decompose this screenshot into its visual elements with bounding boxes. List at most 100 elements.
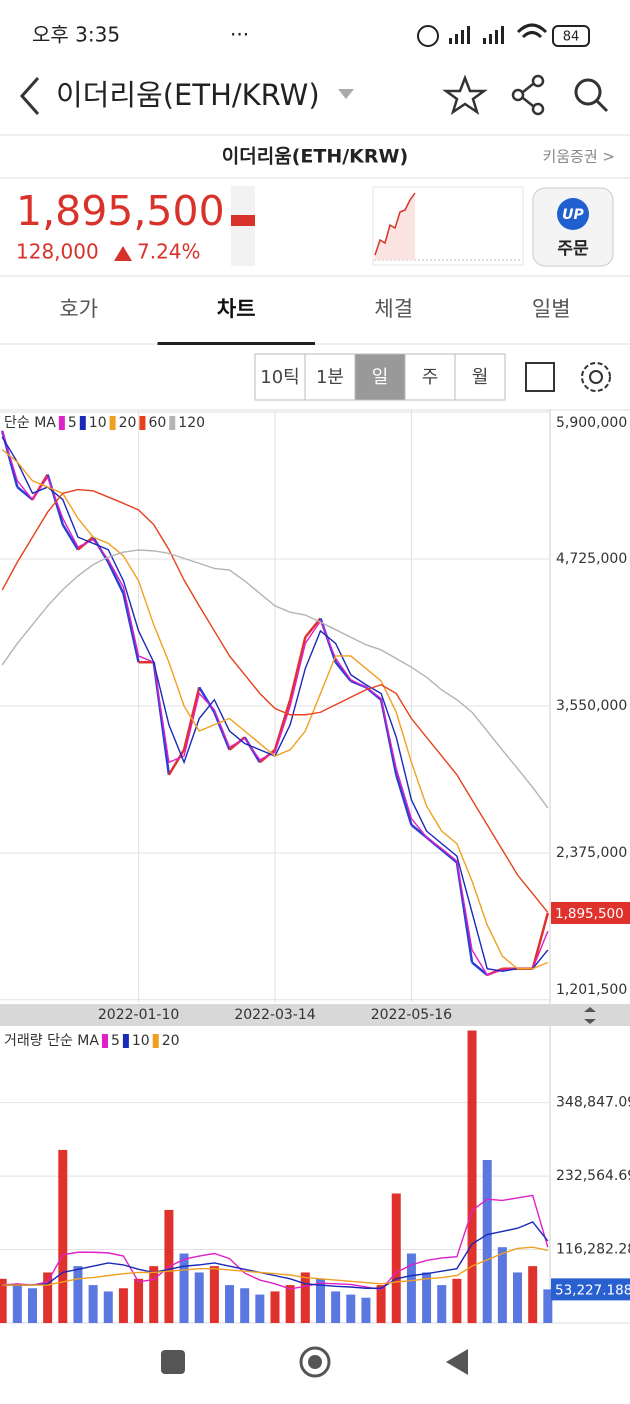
ma-line (2, 1221, 549, 1289)
price-segment (288, 636, 307, 701)
last-value-label: 1,895,500 (555, 906, 624, 922)
tab[interactable]: 호가 (59, 297, 98, 321)
legend-label: 10 (89, 415, 107, 431)
volume-bar (27, 1288, 37, 1323)
broker-link[interactable]: 키움증권 > (542, 148, 615, 166)
period-button[interactable] (354, 353, 406, 401)
nav-recents[interactable] (161, 1350, 185, 1374)
volume-bar (270, 1291, 280, 1323)
price-segment (531, 912, 550, 970)
last-value-box (551, 901, 630, 924)
volume-bar (240, 1288, 250, 1323)
volume-bar (103, 1291, 113, 1323)
nav-home[interactable] (299, 1346, 331, 1378)
status-more: ··· (230, 23, 249, 47)
dropdown-arrow[interactable] (338, 89, 354, 99)
legend-title: 단순 MA (4, 415, 56, 431)
volume-bar (12, 1285, 22, 1323)
tab[interactable]: 체결 (374, 297, 413, 321)
sparkline (374, 192, 416, 256)
ma-line (1, 549, 549, 809)
volume-bar (497, 1247, 507, 1323)
ma-line (2, 1246, 548, 1286)
volume-bar (346, 1294, 356, 1323)
last-value-box (551, 1278, 630, 1301)
price-segment (213, 711, 231, 751)
ma-line (2, 1194, 549, 1291)
volume-bar (376, 1285, 386, 1323)
volume-bar (73, 1266, 83, 1323)
y-tick-label: 1,201,500 (556, 982, 627, 998)
price-segment (61, 523, 80, 551)
volume-bar (437, 1285, 447, 1323)
sub-title: 이더리움(ETH/KRW) (222, 146, 408, 168)
period-label: 1분 (316, 367, 344, 388)
nav-home-dot (308, 1355, 322, 1369)
volume-bar (285, 1285, 295, 1323)
ma-line (1, 430, 549, 976)
volume-bar (315, 1278, 325, 1323)
price-segment (167, 749, 186, 776)
volume-bar (331, 1291, 341, 1323)
favorite-button[interactable] (442, 74, 488, 115)
tab-indicator (157, 342, 315, 345)
legend-swatch (58, 416, 65, 430)
price-segment (122, 593, 140, 663)
period-label: 10틱 (260, 367, 299, 388)
volume-bar (43, 1272, 53, 1323)
last-value-label: 53,227.188 (555, 1282, 630, 1298)
status-time: 오후 3:35 (32, 23, 120, 47)
tab[interactable]: 일별 (532, 297, 571, 321)
legend-label: 120 (178, 415, 205, 431)
price: 1,895,500 (16, 187, 225, 235)
x-tick-label: 2022-03-14 (234, 1007, 315, 1023)
nav-back[interactable] (446, 1349, 468, 1375)
legend-label: 20 (162, 1033, 180, 1049)
search-button[interactable] (574, 78, 609, 113)
volume-bar (513, 1272, 523, 1323)
volume-bar (422, 1272, 432, 1323)
volume-bar (406, 1253, 416, 1323)
resize-handle[interactable] (584, 1007, 596, 1024)
price-segment (471, 961, 489, 976)
legend-label: 5 (68, 415, 77, 431)
legend-swatch (122, 1034, 129, 1048)
volume-bar (209, 1266, 219, 1323)
period-button[interactable] (404, 353, 456, 401)
price-segment (107, 561, 125, 594)
tab[interactable]: 차트 (217, 297, 256, 321)
date-bar (0, 1004, 630, 1026)
volume-bar (225, 1285, 235, 1323)
y-tick-label: 5,900,000 (556, 415, 627, 431)
x-tick-label: 2022-05-16 (371, 1007, 452, 1023)
back-button[interactable] (19, 77, 40, 115)
period-label: 월 (472, 367, 489, 388)
share-button[interactable] (511, 74, 545, 116)
period-label: 일 (372, 367, 389, 388)
x-tick-label: 2022-01-10 (98, 1007, 179, 1023)
legend-swatch (101, 1034, 108, 1048)
y-tick-label: 2,375,000 (556, 845, 627, 861)
settings-button[interactable] (581, 362, 611, 392)
y-tick-label: 232,564.690 (556, 1168, 630, 1184)
volume-bar (58, 1149, 68, 1323)
y-tick-label: 348,847.090 (556, 1095, 630, 1111)
legend-label: 60 (148, 415, 166, 431)
volume-bar (300, 1272, 310, 1323)
price-segment (273, 699, 292, 751)
volume-bar (482, 1160, 492, 1323)
battery-icon (552, 25, 590, 47)
ma-line (1, 448, 549, 970)
period-label: 주 (422, 367, 439, 388)
volume-bar (88, 1285, 98, 1323)
volume-bar (467, 1030, 477, 1323)
period-button[interactable] (454, 353, 506, 401)
price-segment (440, 848, 458, 864)
volume-bar (0, 1278, 7, 1323)
volume-bar (361, 1297, 371, 1323)
y-tick-label: 3,550,000 (556, 698, 627, 714)
checkbox[interactable] (525, 362, 555, 392)
ma-line (1, 488, 549, 913)
